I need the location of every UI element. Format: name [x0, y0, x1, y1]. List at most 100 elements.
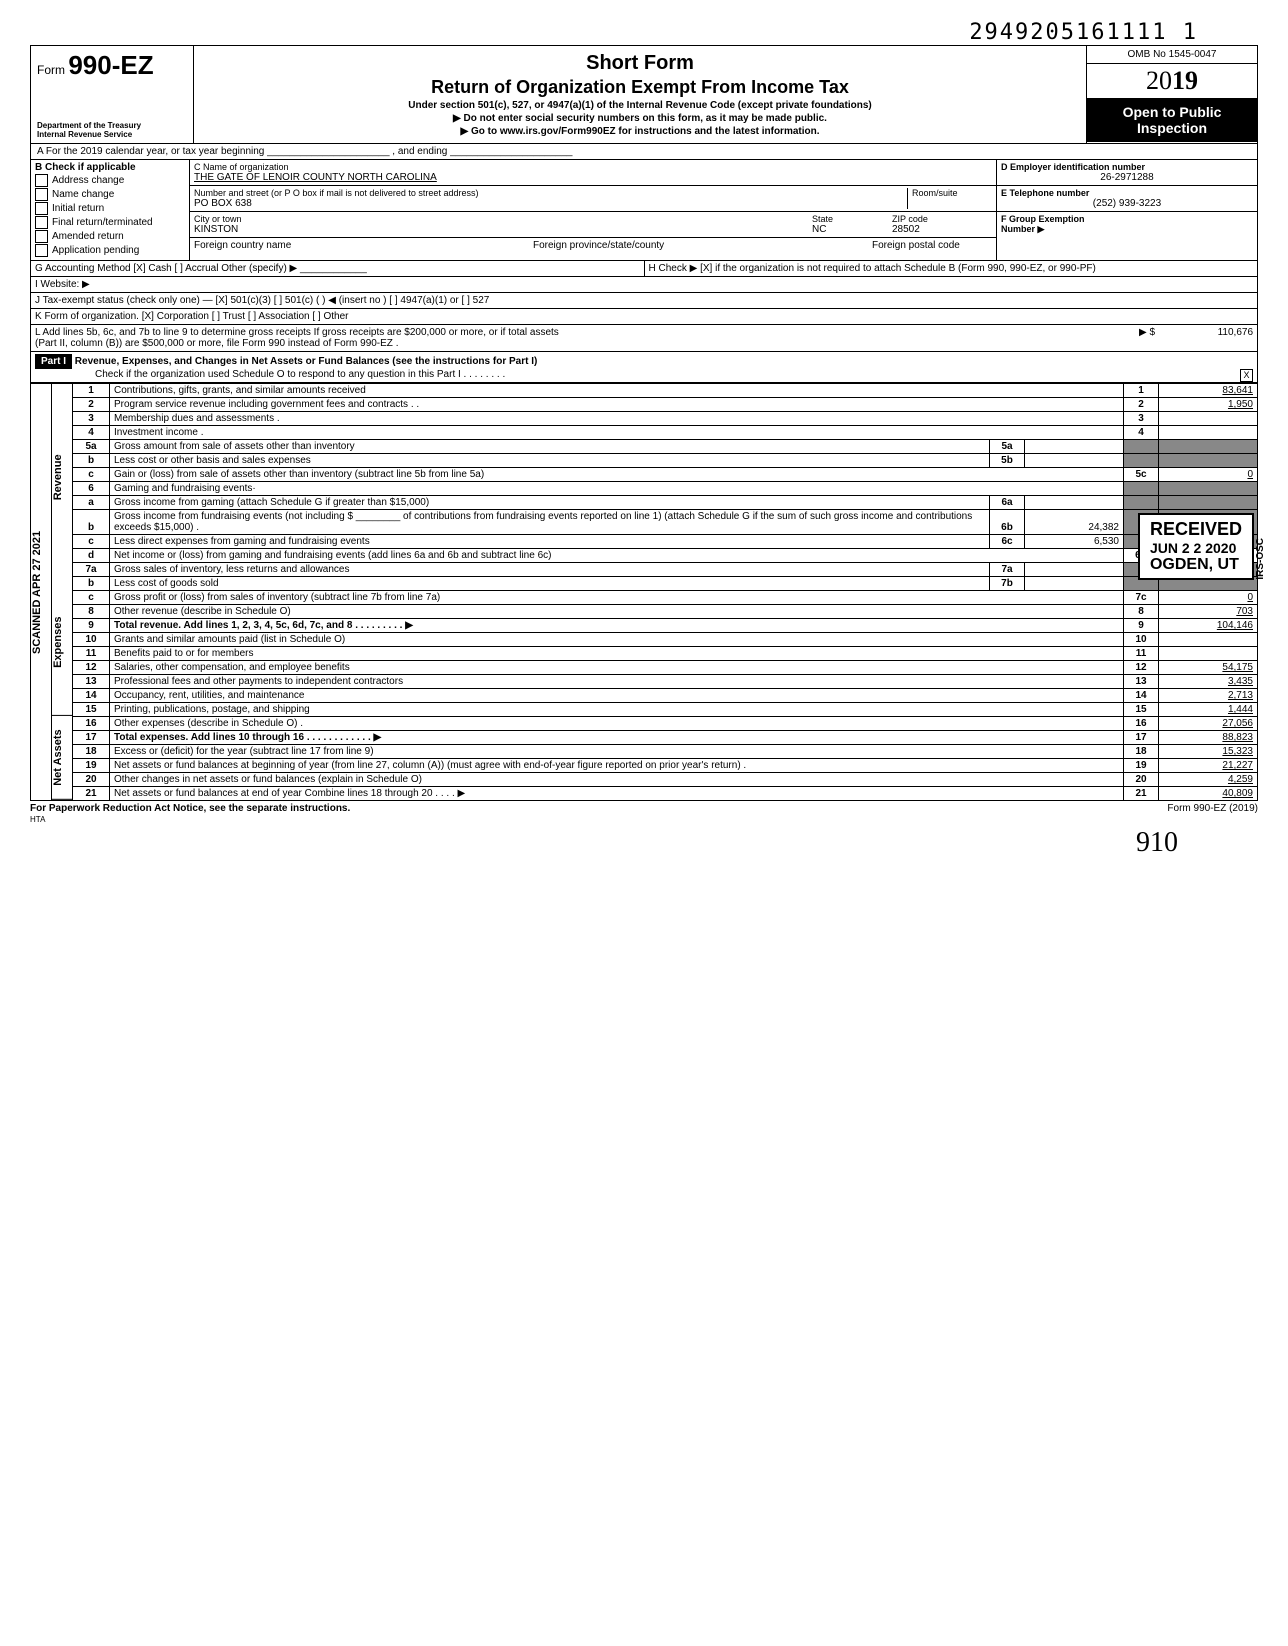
col-b-checkboxes: B Check if applicable Address change Nam… [31, 160, 190, 260]
j-text: J Tax-exempt status (check only one) — [… [31, 293, 1257, 308]
tax-year: 2019 [1087, 64, 1257, 98]
lbl-final: Final return/terminated [52, 217, 153, 228]
addr-value: PO BOX 638 [194, 198, 907, 209]
f-label: F Group Exemption Number ▶ [997, 212, 1257, 237]
line8-val: 703 [1159, 605, 1258, 619]
city-val: KINSTON [194, 224, 812, 235]
form-header: Form 990-EZ Department of the Treasury I… [30, 45, 1258, 144]
b-label: B Check if applicable [35, 162, 185, 173]
line7a-sv [1025, 563, 1124, 577]
received-stamp: RECEIVED JUN 2 2 2020 OGDEN, UT [1138, 513, 1254, 580]
lbl-app: Application pending [52, 245, 139, 256]
k-text: K Form of organization. [X] Corporation … [31, 309, 1257, 324]
line6b-sn: 6b [990, 510, 1025, 535]
lbl-address: Address change [52, 175, 124, 186]
line4-val [1159, 426, 1258, 440]
side-sections: Revenue Expenses Net Assets [51, 383, 72, 801]
l-text: L Add lines 5b, 6c, and 7b to line 9 to … [31, 325, 1111, 351]
foreign-prov-label: Foreign province/state/county [533, 240, 872, 251]
line6c-desc: Less direct expenses from gaming and fun… [110, 535, 990, 549]
line5b-sv [1025, 454, 1124, 468]
line5a-desc: Gross amount from sale of assets other t… [110, 440, 990, 454]
line6c-sn: 6c [990, 535, 1025, 549]
line1-desc: Contributions, gifts, grants, and simila… [110, 384, 1124, 398]
line2-desc: Program service revenue including govern… [110, 398, 1124, 412]
line7c-val: 0 [1159, 591, 1258, 605]
line15-desc: Printing, publications, postage, and shi… [110, 703, 1124, 717]
line6b-desc: Gross income from fundraising events (no… [110, 510, 990, 535]
lines-table: 1Contributions, gifts, grants, and simil… [72, 383, 1258, 801]
line3-desc: Membership dues and assessments . [110, 412, 1124, 426]
line20-val: 4,259 [1159, 773, 1258, 787]
open-to-public: Open to Public Inspection [1087, 98, 1257, 142]
form-number: Form 990-EZ [37, 50, 187, 81]
state-val: NC [812, 224, 892, 235]
line18-val: 15,323 [1159, 745, 1258, 759]
row-g-h: G Accounting Method [X] Cash [ ] Accrual… [30, 261, 1258, 277]
part1-header: Part I Revenue, Expenses, and Changes in… [30, 352, 1258, 383]
line5c-val: 0 [1159, 468, 1258, 482]
line2-val: 1,950 [1159, 398, 1258, 412]
c-label: C Name of organization [194, 162, 992, 172]
line18-desc: Excess or (deficit) for the year (subtra… [110, 745, 1124, 759]
line6a-sn: 6a [990, 496, 1025, 510]
lbl-name: Name change [52, 189, 114, 200]
part1-tag: Part I [35, 354, 72, 369]
i-text: I Website: ▶ [31, 277, 1257, 292]
line9-val: 104,146 [1159, 619, 1258, 633]
line11-val [1159, 647, 1258, 661]
line10-val [1159, 633, 1258, 647]
line12-val: 54,175 [1159, 661, 1258, 675]
chk-final[interactable] [35, 216, 48, 229]
line6-desc: Gaming and fundraising events· [110, 482, 1124, 496]
line4-desc: Investment income . [110, 426, 1124, 440]
line7b-sv [1025, 577, 1124, 591]
document-number: 2949205161111 1 [30, 20, 1258, 45]
lines-wrap: SCANNED APR 27 2021 Revenue Expenses Net… [30, 383, 1258, 801]
line7c-desc: Gross profit or (loss) from sales of inv… [110, 591, 1124, 605]
header-right: OMB No 1545-0047 2019 Open to Public Ins… [1086, 46, 1257, 143]
stamp-date: JUN 2 2 2020 [1150, 540, 1242, 556]
line7b-sn: 7b [990, 577, 1025, 591]
line5c-desc: Gain or (loss) from sale of assets other… [110, 468, 1124, 482]
line7b-desc: Less cost of goods sold [110, 577, 990, 591]
title-return: Return of Organization Exempt From Incom… [202, 77, 1078, 98]
line15-val: 1,444 [1159, 703, 1258, 717]
line11-desc: Benefits paid to or for members [110, 647, 1124, 661]
line9-desc: Total revenue. Add lines 1, 2, 3, 4, 5c,… [110, 619, 1124, 633]
chk-initial[interactable] [35, 202, 48, 215]
row-j: J Tax-exempt status (check only one) — [… [30, 293, 1258, 309]
line5b-sn: 5b [990, 454, 1025, 468]
form-no-big: 990-EZ [68, 50, 153, 80]
room-label: Room/suite [912, 188, 992, 198]
chk-app[interactable] [35, 244, 48, 257]
side-expenses: Expenses [52, 570, 72, 716]
scanned-stamp: SCANNED APR 27 2021 [31, 384, 51, 800]
line6a-sv [1025, 496, 1124, 510]
line14-desc: Occupancy, rent, utilities, and maintena… [110, 689, 1124, 703]
line8-desc: Other revenue (describe in Schedule O) [110, 605, 1124, 619]
chk-name[interactable] [35, 188, 48, 201]
chk-amended[interactable] [35, 230, 48, 243]
irs-osc-stamp: IRS-OSC [1255, 538, 1266, 580]
line13-desc: Professional fees and other payments to … [110, 675, 1124, 689]
year-val: 19 [1172, 66, 1198, 95]
line1-val: 83,641 [1159, 384, 1258, 398]
line6b-sv: 24,382 [1025, 510, 1124, 535]
side-labels: SCANNED APR 27 2021 [30, 383, 51, 801]
line19-desc: Net assets or fund balances at beginning… [110, 759, 1124, 773]
side-netassets: Net Assets [52, 716, 72, 800]
line6c-sv: 6,530 [1025, 535, 1124, 549]
line5a-sv [1025, 440, 1124, 454]
chk-address[interactable] [35, 174, 48, 187]
line10-desc: Grants and similar amounts paid (list in… [110, 633, 1124, 647]
title-short-form: Short Form [202, 52, 1078, 75]
line5b-desc: Less cost or other basis and sales expen… [110, 454, 990, 468]
footer-right: Form 990-EZ (2019) [1167, 803, 1258, 825]
subtitle-1: Under section 501(c), 527, or 4947(a)(1)… [202, 100, 1078, 111]
line21-val: 40,809 [1159, 787, 1258, 801]
footer: For Paperwork Reduction Act Notice, see … [30, 801, 1258, 827]
subtitle-3: ▶ Go to www.irs.gov/Form990EZ for instru… [202, 126, 1078, 137]
part1-checkbox[interactable]: X [1240, 369, 1253, 382]
foreign-country-label: Foreign country name [194, 240, 533, 251]
